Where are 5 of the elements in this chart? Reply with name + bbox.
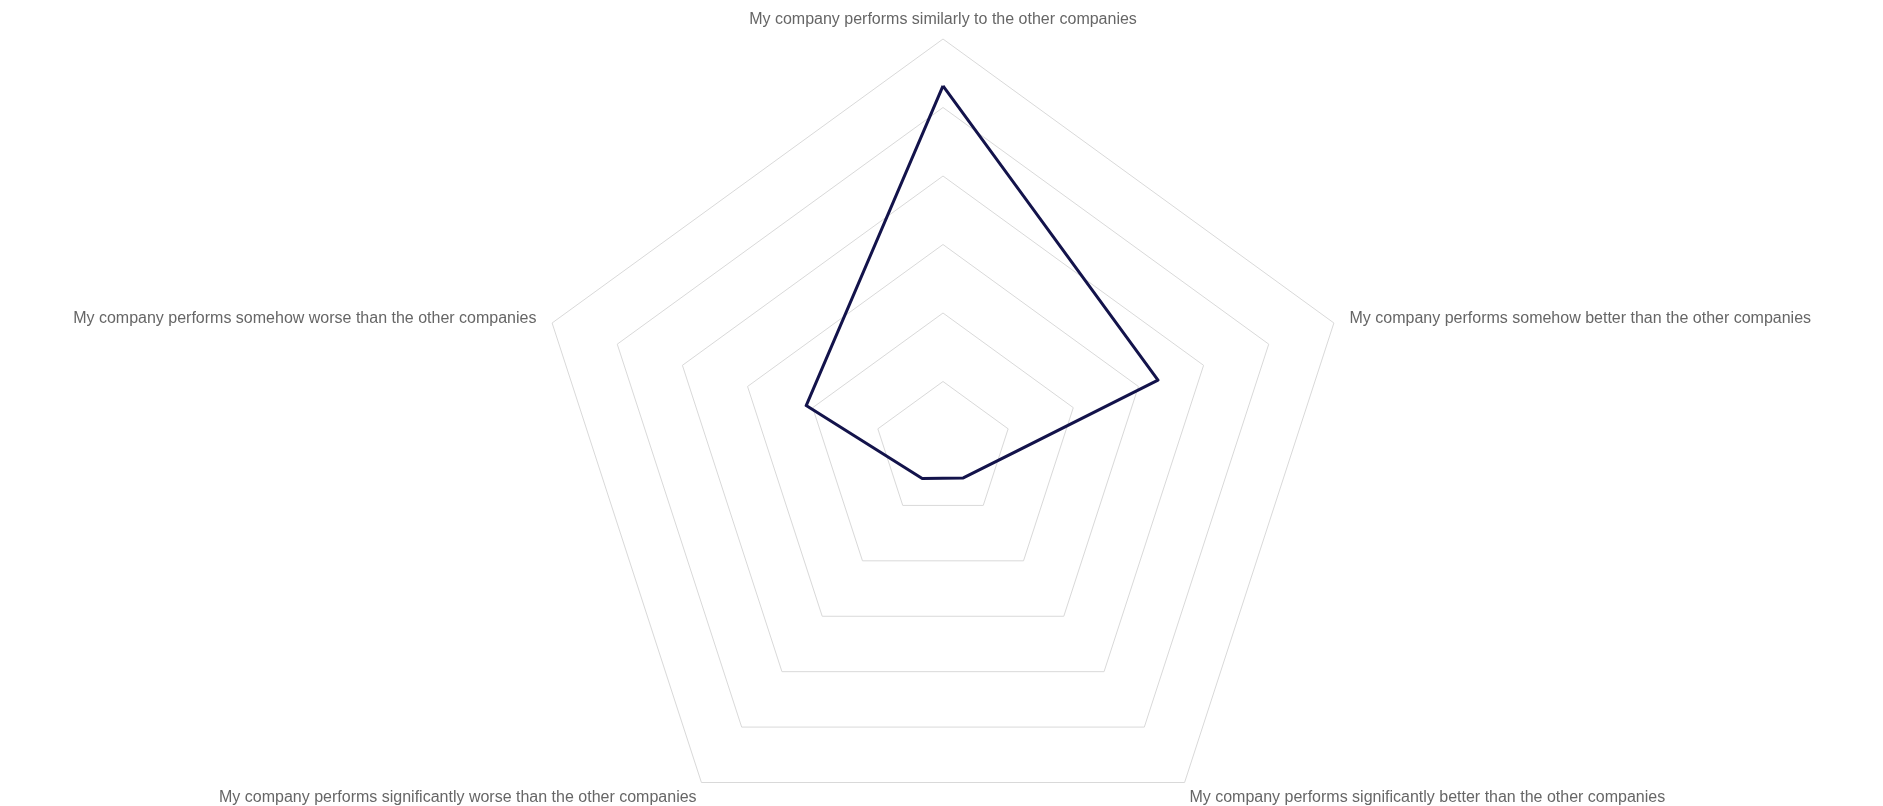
spoke-label: My company performs somehow worse than the other companies (73, 308, 537, 326)
spoke-label: My company performs similarly to the other companies (749, 9, 1137, 27)
spoke-label: My company performs significantly better than the other companies (1189, 788, 1666, 806)
spoke-label: My company performs significantly worse than the other companies (219, 788, 697, 806)
spoke-label: My company performs somehow better than the other companies (1349, 308, 1812, 326)
